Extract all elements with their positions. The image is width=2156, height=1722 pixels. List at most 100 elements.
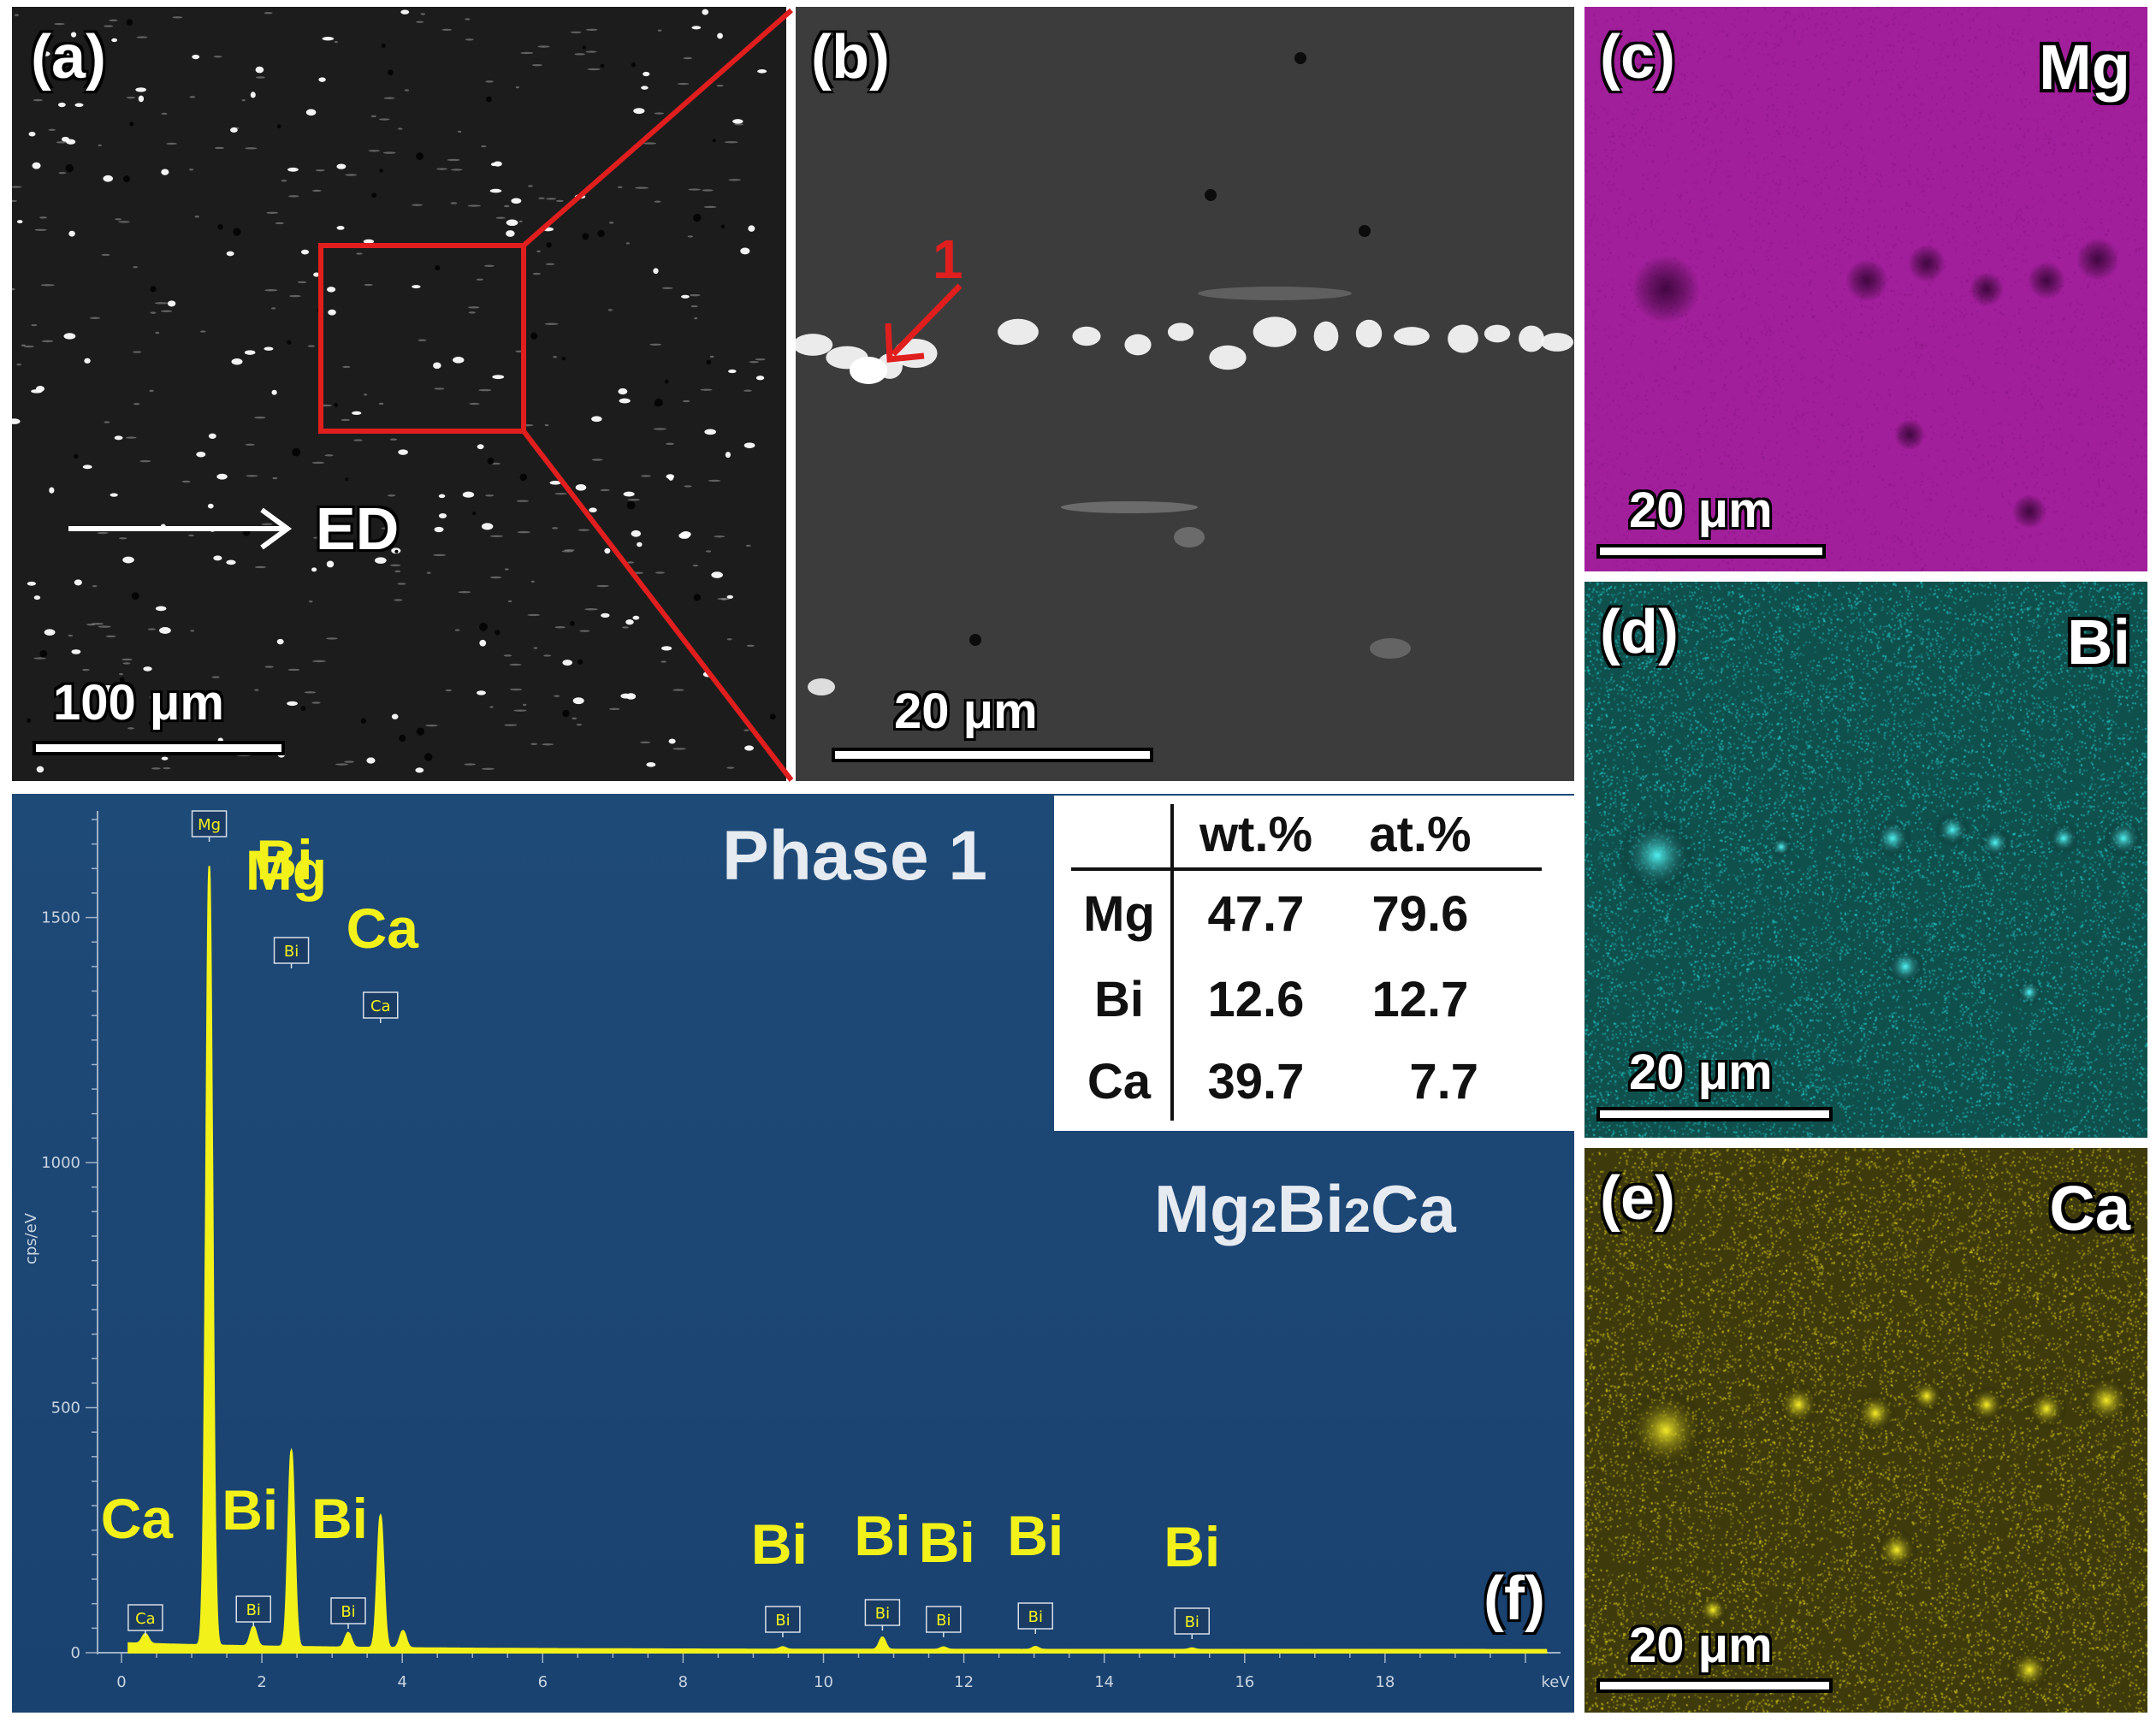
particle (167, 300, 176, 307)
particle (530, 743, 537, 745)
particle (584, 608, 598, 611)
bright-particle (1209, 345, 1247, 370)
bi-element-map (1584, 582, 2147, 1138)
particle (35, 386, 45, 393)
particle (465, 18, 471, 21)
particle (543, 654, 552, 657)
particle (366, 757, 376, 764)
particle (84, 358, 91, 364)
particle (311, 461, 325, 465)
particle (468, 306, 480, 309)
particle (48, 128, 56, 131)
particle (264, 666, 274, 668)
peak-label: Bi (1164, 1515, 1220, 1578)
particle (74, 103, 84, 108)
particle (542, 743, 554, 746)
particle (521, 423, 534, 427)
pore (582, 45, 586, 50)
x-tick-label: 12 (954, 1673, 974, 1691)
particle (657, 29, 662, 32)
particle (98, 144, 102, 147)
particle (458, 130, 462, 133)
composition-table-box: wt.% at.% Mg 47.7 79.6 Bi 12.6 12.7 Ca 3… (1054, 796, 1576, 1131)
faint-band (1198, 287, 1352, 300)
particle (34, 228, 47, 231)
particle (726, 638, 732, 641)
particle (544, 323, 559, 325)
particle (585, 28, 598, 31)
peak-tag-text: Bi (775, 1612, 790, 1630)
particle (689, 293, 701, 297)
pore (424, 753, 433, 761)
particle (136, 36, 148, 38)
particle (507, 600, 512, 603)
pore (394, 549, 399, 553)
panel-d-bi-map: (d) Bi 20 μm (1584, 582, 2147, 1138)
particle (691, 26, 702, 30)
particle (32, 162, 41, 169)
particle (513, 709, 527, 712)
particle (345, 174, 358, 176)
panel-b-sem-detail: (b) 1 20 μm (796, 7, 1574, 781)
particle (596, 584, 609, 588)
peak-tag-box (765, 1606, 801, 1633)
particle (326, 637, 338, 640)
pore (769, 713, 776, 720)
particle (433, 553, 447, 557)
particle (89, 317, 101, 320)
particle (147, 628, 157, 630)
particle (114, 435, 123, 441)
particle (115, 218, 122, 221)
particle (133, 403, 140, 405)
particle (743, 729, 749, 731)
particle (172, 16, 183, 19)
particle (477, 444, 484, 450)
particle (641, 475, 651, 477)
particle (150, 311, 157, 314)
particle (394, 570, 401, 573)
particle (574, 194, 586, 199)
pore (969, 634, 981, 646)
particle (254, 689, 259, 691)
particle (436, 168, 447, 170)
particle (532, 272, 542, 275)
particle (708, 479, 721, 482)
particle (334, 40, 338, 44)
peak-tag-box (273, 937, 310, 964)
particle (438, 513, 447, 519)
particle (109, 19, 118, 22)
particle (287, 701, 298, 707)
particle (126, 436, 137, 439)
particle (726, 766, 735, 769)
peak-label: Ca (346, 897, 420, 960)
particle (703, 205, 717, 209)
particle (528, 185, 533, 187)
x-tick-label: 0 (116, 1673, 126, 1691)
particle (103, 175, 113, 182)
particle (33, 657, 46, 660)
particle (155, 606, 167, 612)
pore (387, 69, 394, 76)
particle (41, 340, 54, 343)
peak-tag-box (330, 1597, 366, 1624)
peak-tag-text: Bi (341, 1603, 355, 1621)
particle (511, 198, 522, 204)
particle (684, 485, 692, 488)
particle (744, 745, 755, 751)
particle (255, 66, 264, 74)
particle (271, 389, 277, 395)
pore (654, 401, 659, 406)
particle (666, 442, 674, 446)
scale-bar (33, 741, 285, 755)
particle (138, 95, 145, 103)
particle (105, 635, 116, 638)
pore (119, 677, 125, 683)
particle (342, 365, 351, 369)
particle (28, 131, 36, 137)
particle (154, 302, 169, 305)
panel-a-sem-overview: (a) ED 100 μm (12, 7, 786, 781)
particle (549, 481, 561, 485)
particle (352, 411, 362, 415)
particle (276, 638, 284, 645)
pore (487, 457, 495, 465)
